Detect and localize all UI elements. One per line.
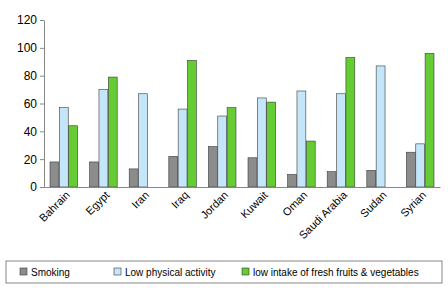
y-tick: 0 [30,180,44,194]
y-tick-mark [40,159,44,160]
legend-swatch [242,268,249,275]
bar [327,172,336,187]
x-tick-label: Iran [129,189,151,211]
bar [218,116,227,187]
x-tick-label: Oman [280,189,310,219]
x-tick: Iran [129,187,151,211]
x-tick: Jordan [198,187,230,221]
bar [188,60,197,187]
y-tick-label: 20 [24,153,38,167]
y-tick-label: 100 [17,41,37,55]
bar [288,174,297,187]
y-tick-label: 120 [17,13,37,27]
x-tick-label: Syrian [398,189,429,220]
x-tick-label: Jordan [198,189,230,221]
bar [406,152,415,187]
x-tick-label: Bahrain [37,189,72,224]
legend-swatch [20,268,27,275]
bar [257,98,266,187]
plot: 0 20 40 60 80 100 120 Bahrain Egypt Iran Iraq Jorda… [17,13,441,241]
y-tick-label: 40 [24,125,38,139]
y-tick-label: 0 [30,180,37,194]
y-tick-mark [40,76,44,77]
x-axis: Bahrain Egypt Iran Iraq JordanKuwait OmanSaud… [37,187,441,241]
legend-swatch [114,268,121,275]
bar [416,144,425,187]
bar [425,53,434,187]
y-tick-label: 80 [24,69,38,83]
bar [297,91,306,187]
y-tick-mark [40,104,44,105]
bar [169,156,178,187]
y-axis-line [44,21,45,188]
bar [139,94,148,187]
legend-label: low intake of fresh fruits & vegetables [253,267,419,278]
bar [367,170,376,187]
bar [50,162,59,187]
legend-box [6,261,442,283]
y-tick-mark [40,48,44,49]
bar [129,169,138,187]
bar [376,66,385,187]
y-tick: 20 [24,153,44,167]
bar [306,141,315,187]
bar [337,94,346,187]
y-tick: 60 [24,97,44,111]
y-axis: 0 20 40 60 80 100 120 [17,13,45,194]
bar [346,58,355,187]
bar [267,102,276,187]
y-tick: 120 [17,13,44,27]
x-tick-label: Iraq [169,189,191,211]
bar [90,162,99,187]
x-tick: Bahrain [37,187,72,224]
bar [227,108,236,187]
y-tick-mark [40,20,44,21]
bar [248,158,257,187]
y-tick: 100 [17,41,44,55]
x-tick: Saudi Arabia [297,187,350,241]
x-tick: Oman [280,187,310,218]
x-tick: Kuwait [238,187,270,220]
x-tick-label: Egypt [83,189,111,217]
x-tick-label: Kuwait [238,189,270,221]
chart: 0 20 40 60 80 100 120 Bahrain Egypt Iran Iraq Jorda… [0,0,448,292]
bar [178,109,187,187]
legend: Smoking Low physical activity low intake o… [6,261,442,283]
bars [50,53,434,187]
x-axis-line [45,187,441,188]
legend-label: Smoking [31,267,70,278]
y-tick-label: 60 [24,97,38,111]
x-tick-label: Saudi Arabia [297,188,350,241]
bar [59,108,68,187]
y-tick: 40 [24,125,44,139]
x-tick: Sudan [358,187,389,220]
x-tick: Syrian [398,187,429,219]
x-tick-label: Sudan [358,189,389,220]
y-tick: 80 [24,69,44,83]
y-tick-mark [40,187,44,188]
x-tick: Egypt [83,187,111,217]
x-tick: Iraq [169,187,191,211]
bar [99,90,108,187]
bar [208,147,217,187]
y-tick-mark [40,131,44,132]
bar [108,77,117,187]
bar [69,126,78,187]
legend-label: Low physical activity [125,267,216,278]
